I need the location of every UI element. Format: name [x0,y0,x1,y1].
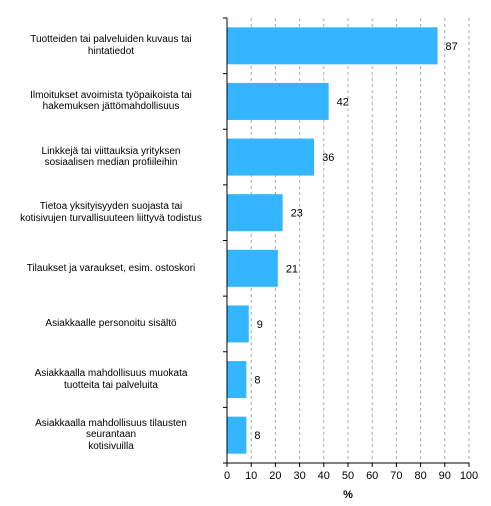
bar [227,416,247,454]
data-label: 36 [322,152,334,164]
x-tick-label: 60 [366,470,378,482]
category-label: Tietoa yksityisyyden suojasta tai kotisi… [20,201,202,224]
x-tick-label: 70 [390,470,402,482]
x-tick-label: 10 [245,470,257,482]
category-label: Tuotteiden tai palveluiden kuvaus tai hi… [30,34,192,57]
category-label: Linkkejä tai viittauksia yrityksen sosia… [41,145,181,169]
x-tick-label: 100 [460,470,478,482]
x-tick-label: 0 [224,470,230,482]
data-label: 87 [446,41,458,53]
x-tick-label: 80 [414,470,426,482]
bar [227,138,315,176]
data-label: 8 [254,375,260,387]
x-tick-label: 40 [318,470,330,482]
x-tick-label: 20 [269,470,281,482]
category-label: Tilaukset ja varaukset, esim. ostoskori [26,262,196,274]
category-label: Asiakkaalla mahdollisuus muokata tuottei… [34,368,188,391]
category-label: Asiakkaalla mahdollisuus tilausten seura… [35,417,187,452]
bar [227,27,438,65]
data-label: 23 [291,208,303,220]
bar [227,194,283,232]
data-label: 9 [257,319,263,331]
data-label: 8 [254,430,260,442]
bar [227,305,249,343]
bar [227,82,329,120]
data-label: 21 [286,263,298,275]
x-tick-label: 90 [439,470,451,482]
bar [227,361,247,399]
category-label: Asiakkaalle personoitu sisältö [45,318,177,330]
x-tick-label: 30 [293,470,305,482]
x-tick-label: 50 [342,470,354,482]
category-label: Ilmoitukset avoimista työpaikoista tai h… [30,89,192,113]
bar [227,249,278,287]
x-axis-label: % [343,489,353,501]
data-label: 42 [337,96,349,108]
